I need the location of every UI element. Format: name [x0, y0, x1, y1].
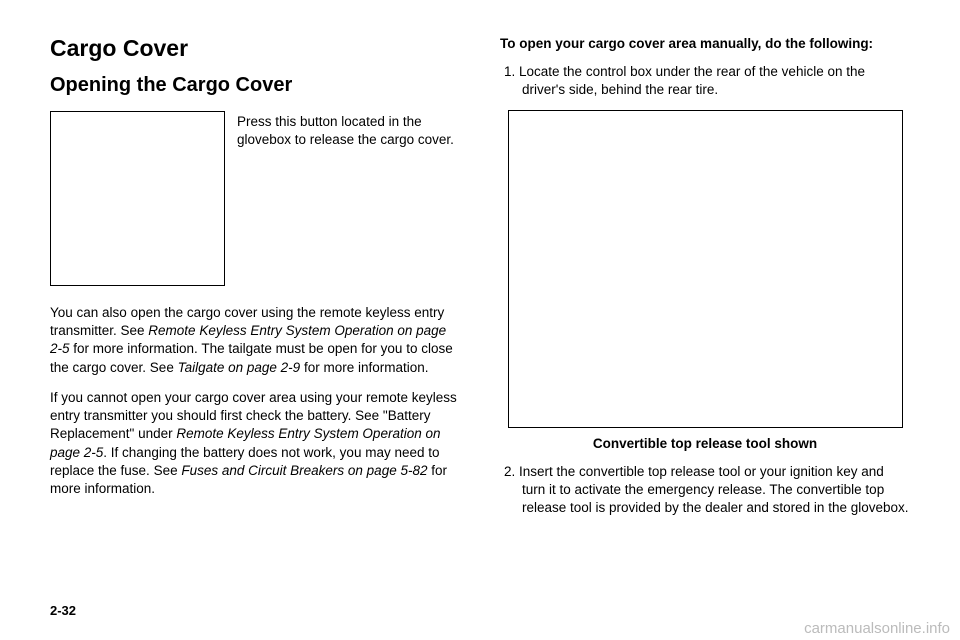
p1-text3: for more information. — [300, 360, 428, 375]
paragraph-1: You can also open the cargo cover using … — [50, 304, 460, 377]
release-tool-illustration — [508, 110, 903, 428]
button-illustration — [50, 111, 225, 286]
illustration-caption: Convertible top release tool shown — [500, 436, 910, 451]
button-description: Press this button located in the glovebo… — [237, 111, 460, 286]
image-text-block: Press this button located in the glovebo… — [50, 111, 460, 286]
watermark: carmanualsonline.info — [804, 620, 950, 637]
step2-text: Insert the convertible top release tool … — [515, 464, 908, 515]
p2-ref2: Fuses and Circuit Breakers on page 5-82 — [181, 463, 427, 478]
step2-number: 2. — [504, 464, 515, 479]
page-number: 2-32 — [50, 603, 76, 618]
step1-text: Locate the control box under the rear of… — [515, 64, 865, 97]
p1-ref2: Tailgate on page 2-9 — [178, 360, 301, 375]
step-1: 1. Locate the control box under the rear… — [500, 63, 910, 99]
step-2: 2. Insert the convertible top release to… — [500, 463, 910, 518]
step1-number: 1. — [504, 64, 515, 79]
page-content: Cargo Cover Opening the Cargo Cover Pres… — [50, 35, 910, 580]
left-column: Cargo Cover Opening the Cargo Cover Pres… — [50, 35, 460, 580]
paragraph-2: If you cannot open your cargo cover area… — [50, 389, 460, 498]
right-column: To open your cargo cover area manually, … — [500, 35, 910, 580]
manual-open-heading: To open your cargo cover area manually, … — [500, 35, 910, 53]
subsection-title: Opening the Cargo Cover — [50, 74, 460, 97]
section-title: Cargo Cover — [50, 35, 460, 62]
